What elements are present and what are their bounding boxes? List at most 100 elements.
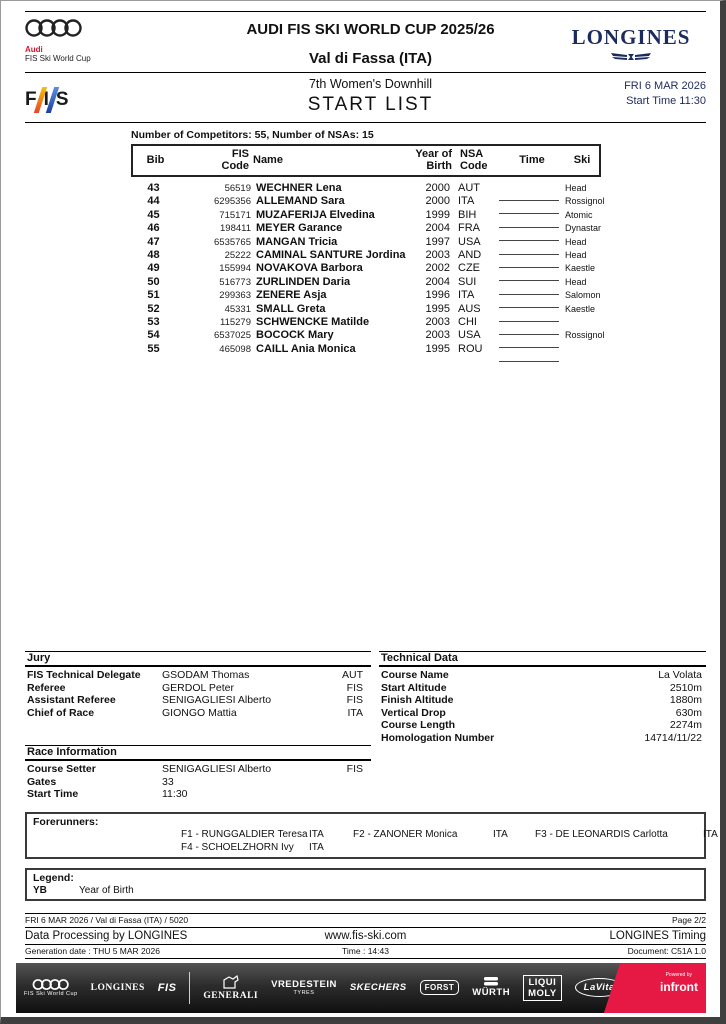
- bib-number: 48: [147, 248, 160, 261]
- competitor-name: MUZAFERIJA Elvedina: [256, 208, 375, 221]
- ski-brand: Salomon: [565, 290, 601, 301]
- fis-code: 25222: [224, 249, 251, 261]
- table-header: Bib FIS Code Name Year of Birth NSA Code…: [131, 144, 601, 177]
- competitor-name: NOVAKOVA Barbora: [256, 262, 363, 275]
- jury-row: Referee GERDOL Peter FIS: [25, 682, 371, 695]
- nsa-code: ITA: [458, 195, 475, 208]
- competitor-name: SMALL Greta: [256, 302, 326, 315]
- time-entry-line: [499, 266, 559, 268]
- bib-number: 46: [147, 222, 160, 235]
- time-entry-line: [499, 320, 559, 322]
- competitor-name: MANGAN Tricia: [256, 235, 338, 248]
- sponsor-label: WÜRTH: [472, 987, 511, 998]
- nsa-code: SUI: [458, 275, 477, 288]
- banner-divider: [189, 971, 191, 1004]
- table-row: 45 715171 MUZAFERIJA Elvedina 1999 BIH Atomic: [131, 208, 601, 228]
- audi-subtitle: FIS Ski World Cup: [25, 54, 91, 63]
- competitor-name: WECHNER Lena: [256, 182, 342, 194]
- time-entry-line: [499, 200, 559, 201]
- footer-website: www.fis-ski.com: [324, 929, 407, 942]
- technical-data-row: Course Length 2274m: [379, 719, 706, 732]
- ski-brand: Kaestle: [565, 303, 596, 314]
- wurth-symbol-icon: [484, 977, 499, 986]
- bib-number: 50: [147, 275, 160, 288]
- race-info-row: Course Setter SENIGAGLIESI Alberto FIS: [25, 763, 371, 776]
- fis-code: 6295356: [214, 196, 251, 208]
- table-body: 43 56519 WECHNER Lena 2000 AUT Head 44 6295356…: [131, 177, 605, 362]
- forerunner-nation: ITA: [493, 828, 508, 840]
- jury-section: Jury FIS Technical Delegate GSODAM Thomas…: [25, 651, 371, 719]
- jury-row: Assistant Referee SENIGAGLIESI Alberto FIS: [25, 694, 371, 707]
- ski-brand: Head: [565, 249, 587, 260]
- col-fis-code: FIS Code: [178, 148, 253, 172]
- year-of-birth: 2003: [425, 315, 450, 328]
- jury-name: GIONGO Mattia: [162, 706, 237, 719]
- time-entry-line: [499, 213, 559, 215]
- race-information-title: Race Information: [25, 745, 371, 761]
- time-entry-line: [499, 347, 559, 349]
- nsa-code: AUT: [458, 182, 480, 194]
- year-of-birth: 1995: [425, 342, 450, 355]
- competitor-name: SCHWENCKE Matilde: [256, 315, 370, 328]
- year-of-birth: 2003: [425, 248, 450, 261]
- footer-generation-time: Time : 14:43: [342, 945, 389, 956]
- year-of-birth: 2003: [425, 329, 450, 342]
- col-year-of-birth: Year of Birth: [407, 148, 452, 172]
- col-nsa-code: NSA Code: [452, 148, 499, 172]
- col-ski: Ski: [573, 154, 591, 166]
- legend-title: Legend:: [33, 871, 74, 884]
- technical-data-row: Vertical Drop 630m: [379, 707, 706, 720]
- local-sponsor-banner: FORST FASSA COOPCOPERATIVA VAL DE FASCIA…: [16, 1019, 706, 1024]
- tech-label: Vertical Drop: [381, 706, 446, 719]
- nsa-code: ITA: [458, 289, 475, 302]
- table-row: 55 465098 CAILL Ania Monica 1995 ROU: [131, 342, 601, 362]
- fis-code: 465098: [219, 343, 251, 355]
- competitor-name: ZENERE Asja: [256, 289, 327, 302]
- fis-code: 56519: [224, 183, 251, 194]
- competitor-name: CAILL Ania Monica: [256, 342, 356, 355]
- sponsor-label: LaVita: [583, 982, 615, 993]
- race-info-value: SENIGAGLIESI Alberto: [162, 763, 272, 775]
- table-row: 49 155994 NOVAKOVA Barbora 2002 CZE Kaestle: [131, 262, 601, 282]
- bib-number: 54: [147, 329, 160, 342]
- fis-code: 198411: [220, 223, 251, 235]
- start-time: Start Time 11:30: [626, 95, 706, 107]
- race-info-nation: FIS: [346, 763, 363, 775]
- audi-wordmark: Audi: [25, 45, 43, 54]
- jury-title: Jury: [25, 651, 371, 667]
- ski-brand: Head: [565, 183, 587, 193]
- sponsor-sub: TYRES: [293, 990, 315, 996]
- fis-code: 45331: [224, 303, 251, 315]
- event-name: 7th Women's Downhill: [308, 77, 433, 91]
- technical-data-row: Course Name La Volata: [379, 669, 706, 682]
- time-entry-line: [499, 240, 559, 242]
- time-entry-line: [499, 360, 559, 362]
- col-nsa-line2: Code: [460, 160, 488, 172]
- longines-wings-icon: [611, 53, 651, 60]
- technical-data-section: Technical Data Course Name La Volata Star…: [379, 651, 706, 744]
- jury-role: FIS Technical Delegate: [27, 669, 141, 681]
- nsa-code: CHI: [458, 315, 477, 328]
- nsa-code: CZE: [458, 262, 480, 275]
- table-row: 48 25222 CAMINAL SANTURE Jordina 2003 AND Hea…: [131, 248, 601, 268]
- col-fis-line1: FIS: [231, 148, 249, 160]
- jury-role: Assistant Referee: [27, 694, 116, 706]
- col-fis-line2: Code: [221, 160, 250, 172]
- nsa-code: AUS: [458, 302, 481, 315]
- page-title: AUDI FIS SKI WORLD CUP 2025/26: [246, 21, 495, 38]
- jury-nation: FIS: [346, 694, 363, 706]
- year-of-birth: 2004: [425, 222, 450, 235]
- tech-label: Course Length: [381, 719, 456, 731]
- legend-key: YB: [33, 884, 47, 896]
- footer-generation-date: Generation date : THU 5 MAR 2026: [25, 945, 160, 956]
- ski-brand: Head: [565, 276, 587, 287]
- time-entry-line: [499, 307, 559, 309]
- ski-brand: Rossignol: [565, 196, 605, 207]
- sponsor-label: VREDESTEIN: [271, 979, 337, 990]
- sponsor-audi-sub: FIS Ski World Cup: [24, 991, 78, 997]
- tech-value: La Volata: [658, 669, 702, 681]
- sponsor-label: LIQUI: [528, 976, 557, 988]
- footer-timing: LONGINES Timing: [609, 929, 707, 942]
- fis-letter-f: F: [25, 89, 37, 110]
- generali-lion-icon: [223, 974, 239, 989]
